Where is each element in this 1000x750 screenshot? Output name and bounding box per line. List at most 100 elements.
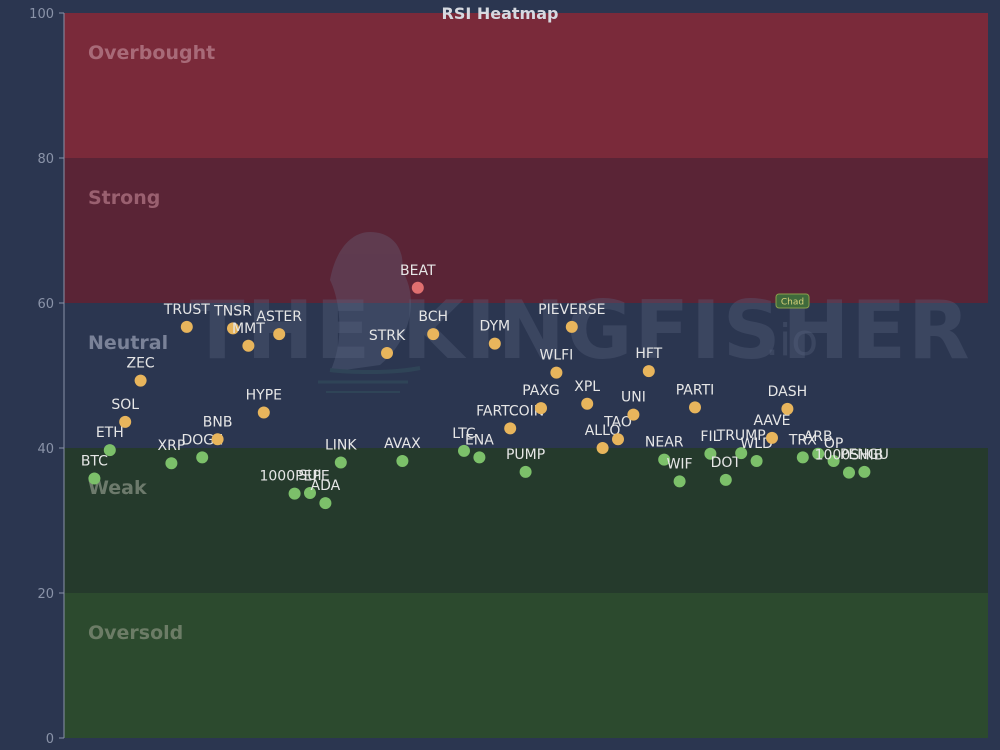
kingfisher-bird-icon [318, 232, 421, 393]
point-label-mmt: MMT [232, 321, 265, 337]
point-label-wld: WLD [740, 436, 772, 452]
rsi-points: BTCETHSOLZECXRPTRUSTDOGEBNBTNSRMMTHYPEAS… [81, 263, 889, 510]
point-label-1000pepe: 1000PEPE [259, 469, 329, 485]
point-beat [411, 281, 424, 294]
point-label-aave: AAVE [753, 413, 790, 429]
point-label-ada: ADA [311, 478, 341, 494]
y-tick-label-80: 80 [37, 152, 54, 167]
zone-band-oversold [64, 593, 988, 738]
point-label-zec: ZEC [126, 356, 154, 372]
point-pieverse [565, 320, 578, 333]
point-1000shib [843, 466, 855, 479]
point-label-allo: ALLO [585, 423, 621, 439]
zone-label-strong: Strong [88, 187, 160, 209]
zone-label-oversold: Oversold [88, 622, 183, 644]
point-allo [596, 442, 609, 454]
point-label-eth: ETH [96, 425, 124, 441]
point-label-dym: DYM [479, 319, 510, 335]
point-tao [612, 433, 624, 446]
point-op [827, 455, 840, 468]
chad-badge: Chad [775, 293, 810, 309]
point-zec [134, 374, 147, 387]
point-label-xrp: XRP [158, 438, 186, 454]
watermark-suffix: .io [765, 315, 818, 366]
point-label-trx: TRX [788, 432, 817, 448]
point-wif [673, 475, 686, 488]
y-tick-label-100: 100 [29, 7, 54, 22]
point-uni [627, 408, 640, 421]
point-link [334, 456, 347, 469]
point-label-wif: WIF [667, 456, 693, 472]
y-tick-label-60: 60 [37, 297, 54, 312]
point-label-xpl: XPL [574, 379, 600, 395]
y-tick-label-0: 0 [46, 732, 54, 747]
point-label-pengu: PENGU [840, 447, 889, 463]
point-pengu [858, 465, 871, 478]
point-label-dot: DOT [711, 455, 742, 471]
chart-title: RSI Heatmap [442, 4, 559, 23]
point-label-trump: TRUMP [716, 428, 766, 444]
point-trust [180, 320, 193, 333]
point-sui [304, 486, 316, 499]
y-tick-label-20: 20 [37, 587, 54, 602]
point-label-aster: ASTER [256, 309, 302, 325]
point-label-hft: HFT [635, 346, 662, 362]
point-xrp [165, 457, 178, 470]
y-axis: 0 20 40 60 80 100 [29, 7, 65, 747]
point-label-link: LINK [325, 438, 357, 454]
point-hype [257, 406, 270, 419]
point-label-pump: PUMP [506, 447, 545, 463]
point-label-bnb: BNB [203, 414, 233, 430]
point-label-strk: STRK [369, 328, 406, 344]
point-label-near: NEAR [645, 435, 684, 451]
point-avax [396, 455, 409, 468]
point-label-sui: SUI [298, 468, 321, 484]
point-label-op: OP [824, 436, 843, 452]
point-pump [519, 465, 532, 478]
point-label-btc: BTC [81, 453, 108, 469]
point-trump [735, 447, 748, 460]
zone-band-neutral [64, 303, 988, 448]
point-dym [488, 337, 501, 350]
point-label-bch: BCH [418, 309, 448, 325]
point-label-tao: TAO [603, 414, 632, 430]
badge-label: Chad [781, 298, 804, 308]
rsi-zones: Overbought Strong Neutral Weak Oversold [64, 13, 988, 738]
point-label-paxg: PAXG [522, 383, 560, 399]
point-label-1000shib: 1000SHIB [815, 448, 884, 464]
point-label-wlfi: WLFI [539, 348, 573, 364]
point-paxg [535, 402, 547, 415]
point-label-ena: ENA [465, 432, 494, 448]
y-tick-label-40: 40 [37, 442, 54, 457]
point-1000pepe [288, 487, 301, 500]
point-doge [196, 451, 209, 464]
zone-band-overbought [64, 13, 988, 158]
point-label-trust: TRUST [163, 302, 210, 318]
point-ltc [458, 444, 470, 457]
point-label-uni: UNI [621, 390, 646, 406]
point-ada [319, 497, 332, 510]
point-arb [812, 447, 825, 460]
point-label-ltc: LTC [452, 426, 476, 442]
point-label-fartcoin: FARTCOIN [476, 403, 544, 419]
point-label-tnsr: TNSR [213, 303, 252, 319]
point-label-pieverse: PIEVERSE [538, 302, 605, 318]
zone-label-weak: Weak [88, 477, 147, 499]
point-ena [473, 451, 486, 464]
point-parti [689, 401, 701, 414]
point-sol [119, 415, 132, 428]
point-aave [766, 431, 778, 444]
point-dot [719, 473, 732, 486]
point-tnsr [227, 322, 239, 335]
zone-label-overbought: Overbought [88, 42, 215, 64]
point-btc [88, 472, 101, 485]
point-label-avax: AVAX [384, 436, 421, 452]
point-label-parti: PARTI [676, 382, 715, 398]
point-label-hype: HYPE [246, 387, 282, 403]
point-label-dash: DASH [768, 384, 808, 400]
point-fil [704, 447, 717, 460]
point-near [658, 453, 671, 466]
point-wld [750, 455, 763, 468]
point-label-sol: SOL [111, 397, 139, 413]
